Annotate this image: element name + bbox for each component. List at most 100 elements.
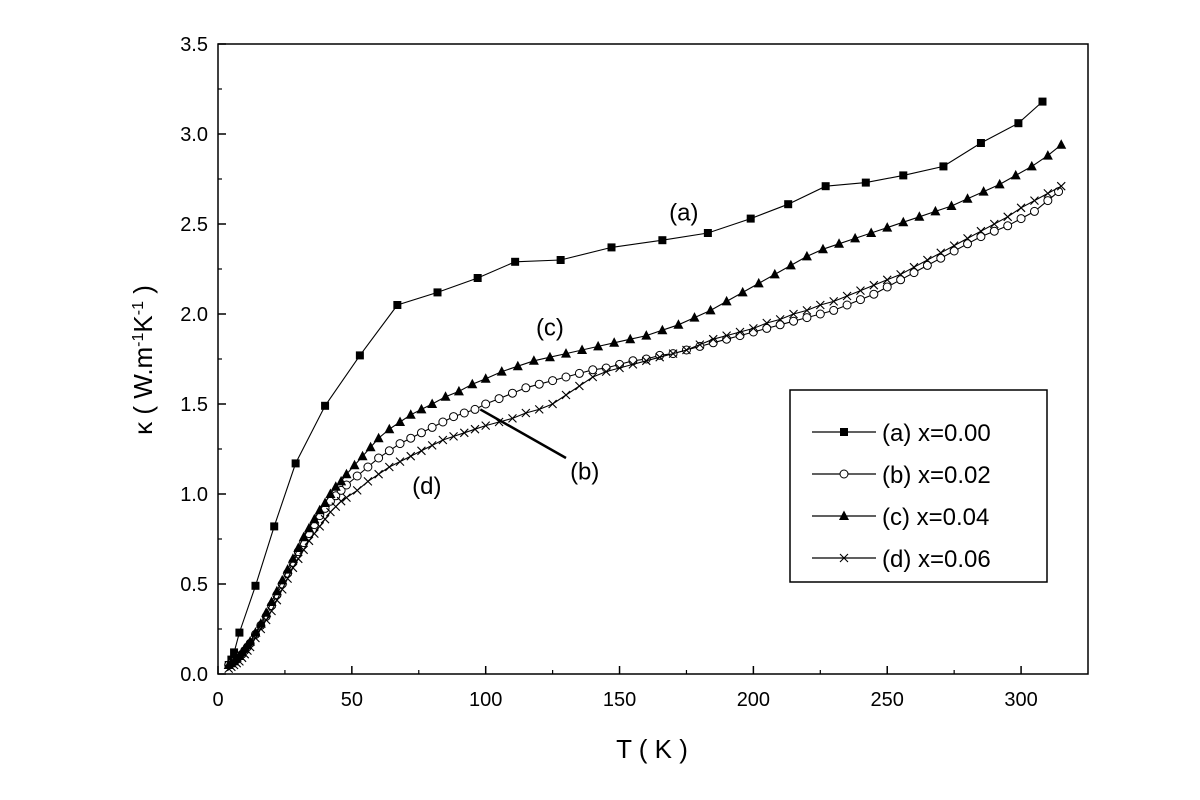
data-point bbox=[842, 291, 852, 301]
curve-annotation: (b) bbox=[570, 459, 599, 486]
data-point bbox=[270, 522, 279, 531]
data-point bbox=[272, 595, 282, 605]
data-point bbox=[416, 428, 426, 438]
y-axis-title-main: κ ( W.m bbox=[128, 347, 158, 435]
data-point bbox=[801, 250, 812, 261]
data-point bbox=[470, 404, 480, 414]
series-line bbox=[228, 144, 1062, 666]
data-point bbox=[775, 315, 785, 324]
y-tick-label: 0.5 bbox=[180, 574, 208, 596]
data-point bbox=[1003, 212, 1013, 222]
legend-marker bbox=[839, 469, 849, 479]
data-point bbox=[817, 243, 828, 254]
data-point bbox=[288, 563, 298, 573]
data-point bbox=[815, 300, 825, 310]
data-point bbox=[438, 417, 448, 427]
data-point bbox=[762, 318, 772, 328]
data-point bbox=[1016, 214, 1026, 224]
data-point bbox=[480, 373, 491, 383]
data-point bbox=[534, 379, 544, 389]
data-point bbox=[861, 178, 870, 187]
data-point bbox=[395, 416, 406, 426]
data-point bbox=[521, 408, 531, 418]
data-point bbox=[641, 356, 651, 366]
legend: (a) x=0.00 (b) x=0.02 (c) x=0.04 (d) x=0.06 bbox=[789, 389, 1048, 583]
data-point bbox=[655, 352, 665, 362]
data-point bbox=[494, 417, 504, 427]
data-point bbox=[882, 222, 893, 232]
data-point bbox=[224, 664, 234, 673]
x-tick-label: 50 bbox=[341, 689, 363, 711]
data-point bbox=[821, 182, 830, 191]
data-point bbox=[470, 424, 480, 434]
data-point bbox=[689, 312, 700, 322]
data-point bbox=[1042, 150, 1053, 160]
data-point bbox=[898, 216, 909, 227]
data-point bbox=[245, 642, 255, 652]
data-point bbox=[769, 268, 780, 279]
data-point bbox=[748, 324, 758, 333]
y-axis-title-end: ) bbox=[128, 285, 158, 301]
data-point bbox=[230, 648, 239, 657]
data-point bbox=[365, 441, 376, 452]
data-point bbox=[496, 366, 507, 376]
ticks: 0 50 100 150 200 250 300 0.0 0.5 1.0 1.5 2.0 2.5 3.0 3… bbox=[180, 34, 1038, 711]
data-point bbox=[735, 327, 745, 337]
x-tick-label: 300 bbox=[1004, 689, 1037, 711]
legend-marker bbox=[839, 553, 849, 563]
data-point bbox=[433, 288, 442, 297]
data-point bbox=[363, 477, 373, 486]
data-point bbox=[427, 422, 437, 432]
data-point bbox=[615, 363, 624, 373]
data-point bbox=[357, 450, 368, 461]
data-point bbox=[406, 451, 416, 461]
data-point bbox=[574, 368, 584, 378]
data-point bbox=[320, 497, 331, 507]
data-point bbox=[785, 259, 796, 270]
legend-box bbox=[789, 389, 1048, 583]
data-point bbox=[936, 253, 946, 263]
x-tick-label: 250 bbox=[871, 689, 904, 711]
annotations: (a) (c) (b) (d) bbox=[412, 199, 698, 500]
data-point bbox=[309, 529, 319, 538]
data-point bbox=[315, 522, 325, 531]
data-point bbox=[946, 200, 957, 210]
data-point bbox=[393, 301, 402, 309]
data-point bbox=[287, 553, 298, 563]
data-point bbox=[607, 243, 616, 252]
data-point bbox=[882, 275, 892, 285]
data-point bbox=[561, 390, 571, 400]
x-tick-label: 0 bbox=[212, 689, 223, 711]
data-point bbox=[628, 360, 638, 369]
data-point bbox=[869, 280, 879, 290]
data-point bbox=[229, 660, 239, 670]
data-point bbox=[325, 488, 336, 498]
data-point bbox=[473, 274, 482, 282]
data-point bbox=[1029, 206, 1039, 216]
data-point bbox=[395, 439, 405, 449]
y-tick-label: 2.5 bbox=[180, 214, 208, 236]
data-point bbox=[298, 531, 309, 542]
data-point bbox=[314, 504, 325, 515]
data-point bbox=[384, 446, 394, 456]
data-point bbox=[722, 331, 732, 340]
y-axis-title-sup1: -1 bbox=[130, 332, 147, 346]
data-point bbox=[512, 360, 523, 371]
data-point bbox=[304, 536, 314, 546]
data-point bbox=[625, 333, 636, 344]
data-point bbox=[293, 542, 304, 552]
annotation-pointer bbox=[479, 408, 567, 460]
data-point bbox=[508, 414, 517, 423]
data-point bbox=[299, 545, 309, 555]
curve-annotation: (d) bbox=[412, 473, 441, 500]
y-axis-title: κ ( W.m-1K-1 ) bbox=[128, 285, 158, 435]
series-cross bbox=[224, 181, 1066, 673]
data-point bbox=[989, 226, 999, 236]
data-point bbox=[261, 615, 271, 625]
data-point bbox=[459, 428, 469, 438]
data-point bbox=[641, 330, 652, 340]
data-point bbox=[737, 286, 748, 297]
data-point bbox=[467, 378, 478, 389]
data-point bbox=[601, 367, 611, 376]
data-point bbox=[251, 581, 260, 590]
